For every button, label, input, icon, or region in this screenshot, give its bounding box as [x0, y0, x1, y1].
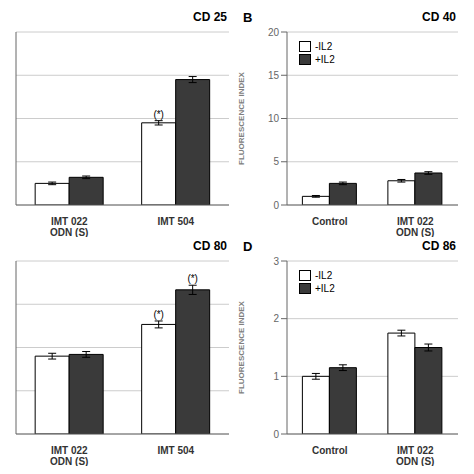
html-text:-IL2: -IL2 [315, 41, 333, 52]
svg-text:IMT 504: IMT 504 [157, 445, 194, 456]
svg-text:3: 3 [273, 256, 279, 267]
svg-text:0: 0 [273, 200, 279, 211]
svg-text:20: 20 [268, 27, 280, 38]
html-text:B: B [243, 9, 253, 25]
svg-text:2: 2 [273, 313, 279, 324]
svg-text:IMT 022ODN (S): IMT 022ODN (S) [396, 445, 434, 466]
html-text:CD 25: CD 25 [193, 10, 227, 24]
svg-text:Control: Control [312, 445, 348, 456]
html-text:CD 80: CD 80 [193, 239, 227, 253]
svg-text:(*): (*) [153, 309, 164, 320]
svg-text:FLUORESCENCE INDEX: FLUORESCENCE INDEX [237, 300, 246, 394]
svg-text:IMT 504: IMT 504 [157, 216, 194, 227]
html-text:CD 40: CD 40 [422, 10, 456, 24]
svg-text:(*): (*) [187, 273, 198, 284]
html-text:-IL2: -IL2 [315, 270, 333, 281]
svg-text:IMT 022ODN (S): IMT 022ODN (S) [50, 445, 88, 466]
html-text:CD 86: CD 86 [422, 239, 456, 253]
svg-text:(*): (*) [153, 109, 164, 120]
html-text:D: D [243, 238, 253, 254]
html-text:+IL2: +IL2 [315, 54, 335, 65]
svg-text:IMT 022ODN (S): IMT 022ODN (S) [396, 216, 434, 237]
svg-text:1: 1 [273, 371, 279, 382]
svg-text:5: 5 [273, 156, 279, 167]
svg-text:15: 15 [268, 70, 280, 81]
html-text:+IL2: +IL2 [315, 283, 335, 294]
svg-text:10: 10 [268, 113, 280, 124]
svg-text:0: 0 [273, 429, 279, 440]
svg-text:Control: Control [312, 216, 348, 227]
svg-text:FLUORESCENCE INDEX: FLUORESCENCE INDEX [237, 71, 246, 165]
svg-text:IMT 022ODN (S): IMT 022ODN (S) [50, 216, 88, 237]
